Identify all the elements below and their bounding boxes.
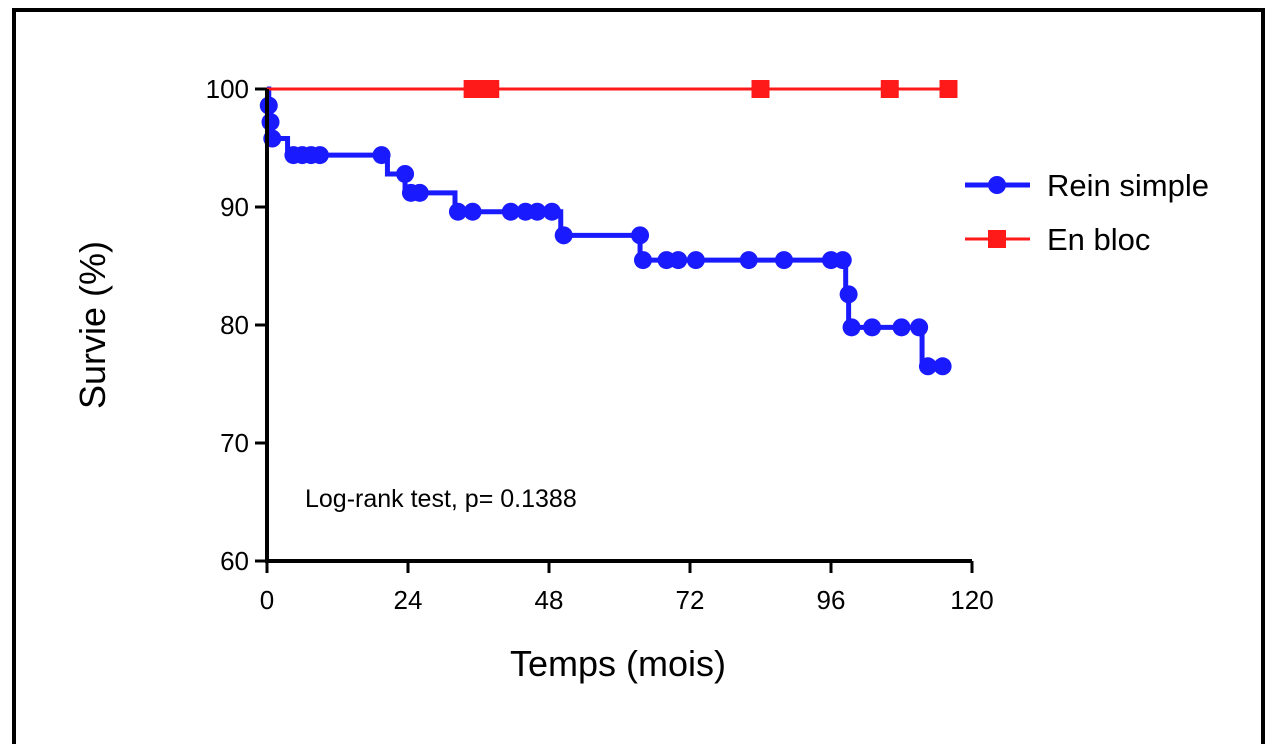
data-point-rein-simple bbox=[463, 202, 482, 221]
x-tick-label: 96 bbox=[817, 585, 846, 615]
data-point-rein-simple bbox=[542, 202, 561, 221]
data-point-rein-simple bbox=[261, 113, 280, 132]
data-point-rein-simple bbox=[863, 318, 882, 337]
data-point-en-bloc bbox=[481, 80, 500, 98]
ticks-layer: 0 24 48 72 96 120 60 70 80 90 100 bbox=[206, 74, 994, 615]
legend-label-en-bloc: En bloc bbox=[1047, 222, 1150, 257]
data-point-en-bloc bbox=[751, 80, 770, 98]
data-point-rein-simple bbox=[918, 357, 937, 376]
legend-item-en-bloc: En bloc bbox=[965, 222, 1150, 257]
series-line-rein-simple bbox=[266, 86, 943, 369]
data-point-rein-simple bbox=[410, 183, 429, 202]
data-point-rein-simple bbox=[739, 251, 758, 270]
data-point-rein-simple bbox=[631, 226, 650, 245]
y-tick-label: 60 bbox=[220, 546, 249, 576]
x-tick-label: 120 bbox=[950, 585, 993, 615]
data-point-rein-simple bbox=[933, 357, 952, 376]
data-point-rein-simple bbox=[634, 251, 652, 270]
data-point-rein-simple bbox=[554, 226, 573, 245]
data-point-rein-simple bbox=[669, 251, 688, 270]
data-point-rein-simple bbox=[842, 318, 861, 337]
y-tick-label: 70 bbox=[220, 428, 249, 458]
data-point-en-bloc bbox=[880, 80, 899, 98]
x-tick-label: 24 bbox=[394, 585, 423, 615]
y-tick-label: 80 bbox=[220, 310, 249, 340]
data-point-rein-simple bbox=[372, 146, 391, 165]
legend-label-rein-simple: Rein simple bbox=[1047, 168, 1209, 203]
y-axis-title: Survie (%) bbox=[72, 241, 113, 409]
legend: Rein simple En bloc bbox=[965, 168, 1209, 257]
logrank-annotation: Log-rank test, p= 0.1388 bbox=[305, 485, 577, 513]
x-axis-title: Temps (mois) bbox=[510, 643, 726, 684]
y-tick-label: 100 bbox=[206, 74, 249, 104]
data-point-rein-simple bbox=[775, 251, 793, 270]
x-tick-label: 48 bbox=[535, 585, 564, 615]
data-point-rein-simple bbox=[448, 202, 467, 221]
x-tick-label: 72 bbox=[676, 585, 705, 615]
y-tick-label: 90 bbox=[220, 192, 249, 222]
legend-item-rein-simple: Rein simple bbox=[965, 168, 1209, 203]
data-point-rein-simple bbox=[310, 146, 329, 165]
series-layer bbox=[259, 80, 958, 376]
data-point-rein-simple bbox=[528, 202, 547, 221]
data-point-en-bloc bbox=[939, 80, 958, 98]
data-point-rein-simple bbox=[501, 202, 520, 221]
data-point-rein-simple bbox=[833, 251, 852, 270]
data-point-rein-simple bbox=[910, 318, 929, 337]
chart-frame bbox=[12, 8, 1265, 744]
x-tick-label: 0 bbox=[260, 585, 274, 615]
data-point-rein-simple bbox=[396, 164, 415, 183]
data-point-rein-simple bbox=[839, 285, 858, 304]
data-point-rein-simple bbox=[892, 318, 911, 337]
legend-marker-rein-simple bbox=[988, 176, 1006, 194]
legend-marker-en-bloc bbox=[988, 230, 1006, 248]
data-point-rein-simple bbox=[686, 251, 705, 270]
